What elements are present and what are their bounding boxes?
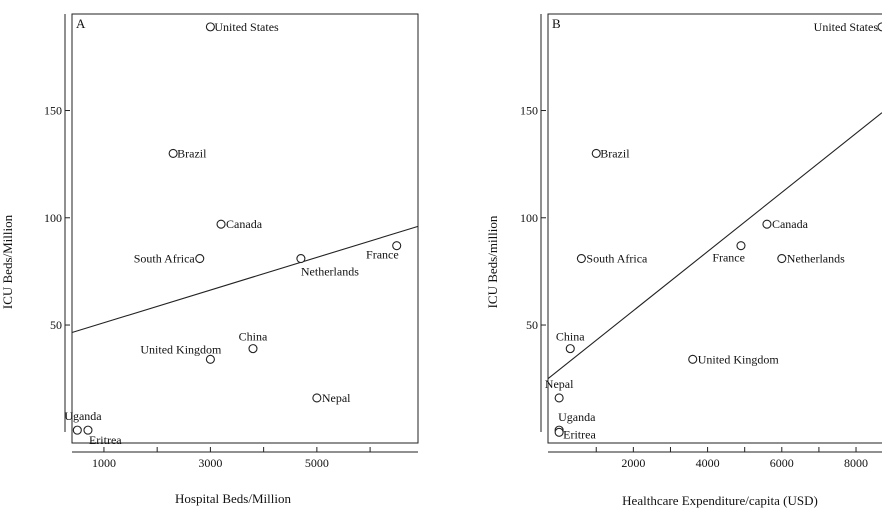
- point-eritrea: [83, 425, 93, 435]
- panel-b-scatter: B 50 100 150 2000 4000 6000 8000 United States…: [485, 13, 882, 508]
- panel-b-ticks: 50 100 150 2000 4000 6000 8000: [520, 104, 868, 470]
- y-tick-label: 50: [50, 318, 62, 332]
- y-tick-label: 100: [520, 211, 538, 225]
- point-label-china: China: [556, 330, 585, 344]
- point-united-kingdom: [205, 354, 215, 364]
- y-tick-label: 50: [526, 318, 538, 332]
- point-label-united-states: United States: [814, 20, 879, 34]
- panel-a-x-axis-title: Hospital Beds/Million: [175, 491, 291, 506]
- panel-a-frame: [71, 13, 419, 444]
- point-united-states: [205, 22, 215, 32]
- panel-a-fit-line: [71, 225, 419, 334]
- point-france: [392, 241, 402, 251]
- point-label-netherlands: Netherlands: [301, 265, 359, 279]
- point-label-netherlands: Netherlands: [787, 252, 845, 266]
- point-label-uganda: Uganda: [558, 410, 596, 424]
- point-nepal: [554, 393, 564, 403]
- point-china: [565, 344, 575, 354]
- y-tick-label: 100: [44, 211, 62, 225]
- point-uganda: [72, 425, 82, 435]
- point-label-eritrea: Eritrea: [563, 427, 596, 441]
- point-label-france: France: [712, 251, 745, 265]
- y-tick-label: 150: [520, 104, 538, 118]
- x-tick-label: 3000: [198, 456, 222, 470]
- panel-a-letter: A: [76, 16, 86, 31]
- panel-b-points: United States Brazil Canada France South Afr…: [545, 20, 882, 441]
- panel-a-y-axis-title: ICU Beds/Million: [0, 214, 15, 309]
- point-netherlands: [296, 253, 306, 264]
- point-label-canada: Canada: [772, 217, 809, 231]
- point-label-brazil: Brazil: [177, 146, 207, 160]
- point-label-china: China: [239, 330, 268, 344]
- point-united-kingdom: [688, 354, 698, 364]
- panel-b-letter: B: [552, 16, 561, 31]
- point-united-states: [877, 22, 882, 32]
- y-tick-label: 150: [44, 104, 62, 118]
- point-label-south-africa: South Africa: [586, 252, 648, 266]
- point-label-south-africa: South Africa: [134, 252, 196, 266]
- point-canada: [762, 219, 772, 229]
- point-eritrea: [554, 427, 564, 437]
- point-label-united-kingdom: United Kingdom: [698, 352, 780, 366]
- point-label-nepal: Nepal: [545, 377, 574, 391]
- x-tick-label: 6000: [770, 456, 794, 470]
- point-brazil: [591, 148, 601, 158]
- panel-b-fit-line: [547, 112, 882, 380]
- point-nepal: [312, 393, 322, 403]
- point-south-africa: [195, 253, 205, 264]
- panel-a-scatter: A 50 100 150 1000 3000 5000 United States Braz…: [0, 13, 419, 506]
- x-tick-label: 4000: [696, 456, 720, 470]
- point-france: [736, 241, 746, 251]
- point-netherlands: [777, 253, 787, 264]
- point-label-nepal: Nepal: [322, 391, 351, 405]
- point-label-canada: Canada: [226, 217, 263, 231]
- panel-b-frame: [547, 13, 882, 444]
- point-label-united-kingdom: United Kingdom: [140, 342, 222, 356]
- x-tick-label: 8000: [844, 456, 868, 470]
- point-china: [248, 344, 258, 354]
- x-tick-label: 5000: [305, 456, 329, 470]
- point-canada: [216, 219, 226, 229]
- panel-b-x-axis-title: Healthcare Expenditure/capita (USD): [622, 493, 818, 508]
- point-label-united-states: United States: [214, 20, 279, 34]
- point-label-uganda: Uganda: [64, 409, 102, 423]
- panel-b-y-axis-title: ICU Beds/million: [485, 215, 500, 308]
- panel-a-ticks: 50 100 150 1000 3000 5000: [44, 104, 371, 470]
- point-label-france: France: [366, 248, 399, 262]
- x-tick-label: 1000: [92, 456, 116, 470]
- panel-a-points: United States Brazil Canada South Africa Net…: [64, 20, 402, 447]
- point-label-eritrea: Eritrea: [89, 433, 122, 447]
- point-label-brazil: Brazil: [600, 146, 630, 160]
- point-brazil: [168, 148, 178, 158]
- point-south-africa: [576, 253, 586, 264]
- x-tick-label: 2000: [621, 456, 645, 470]
